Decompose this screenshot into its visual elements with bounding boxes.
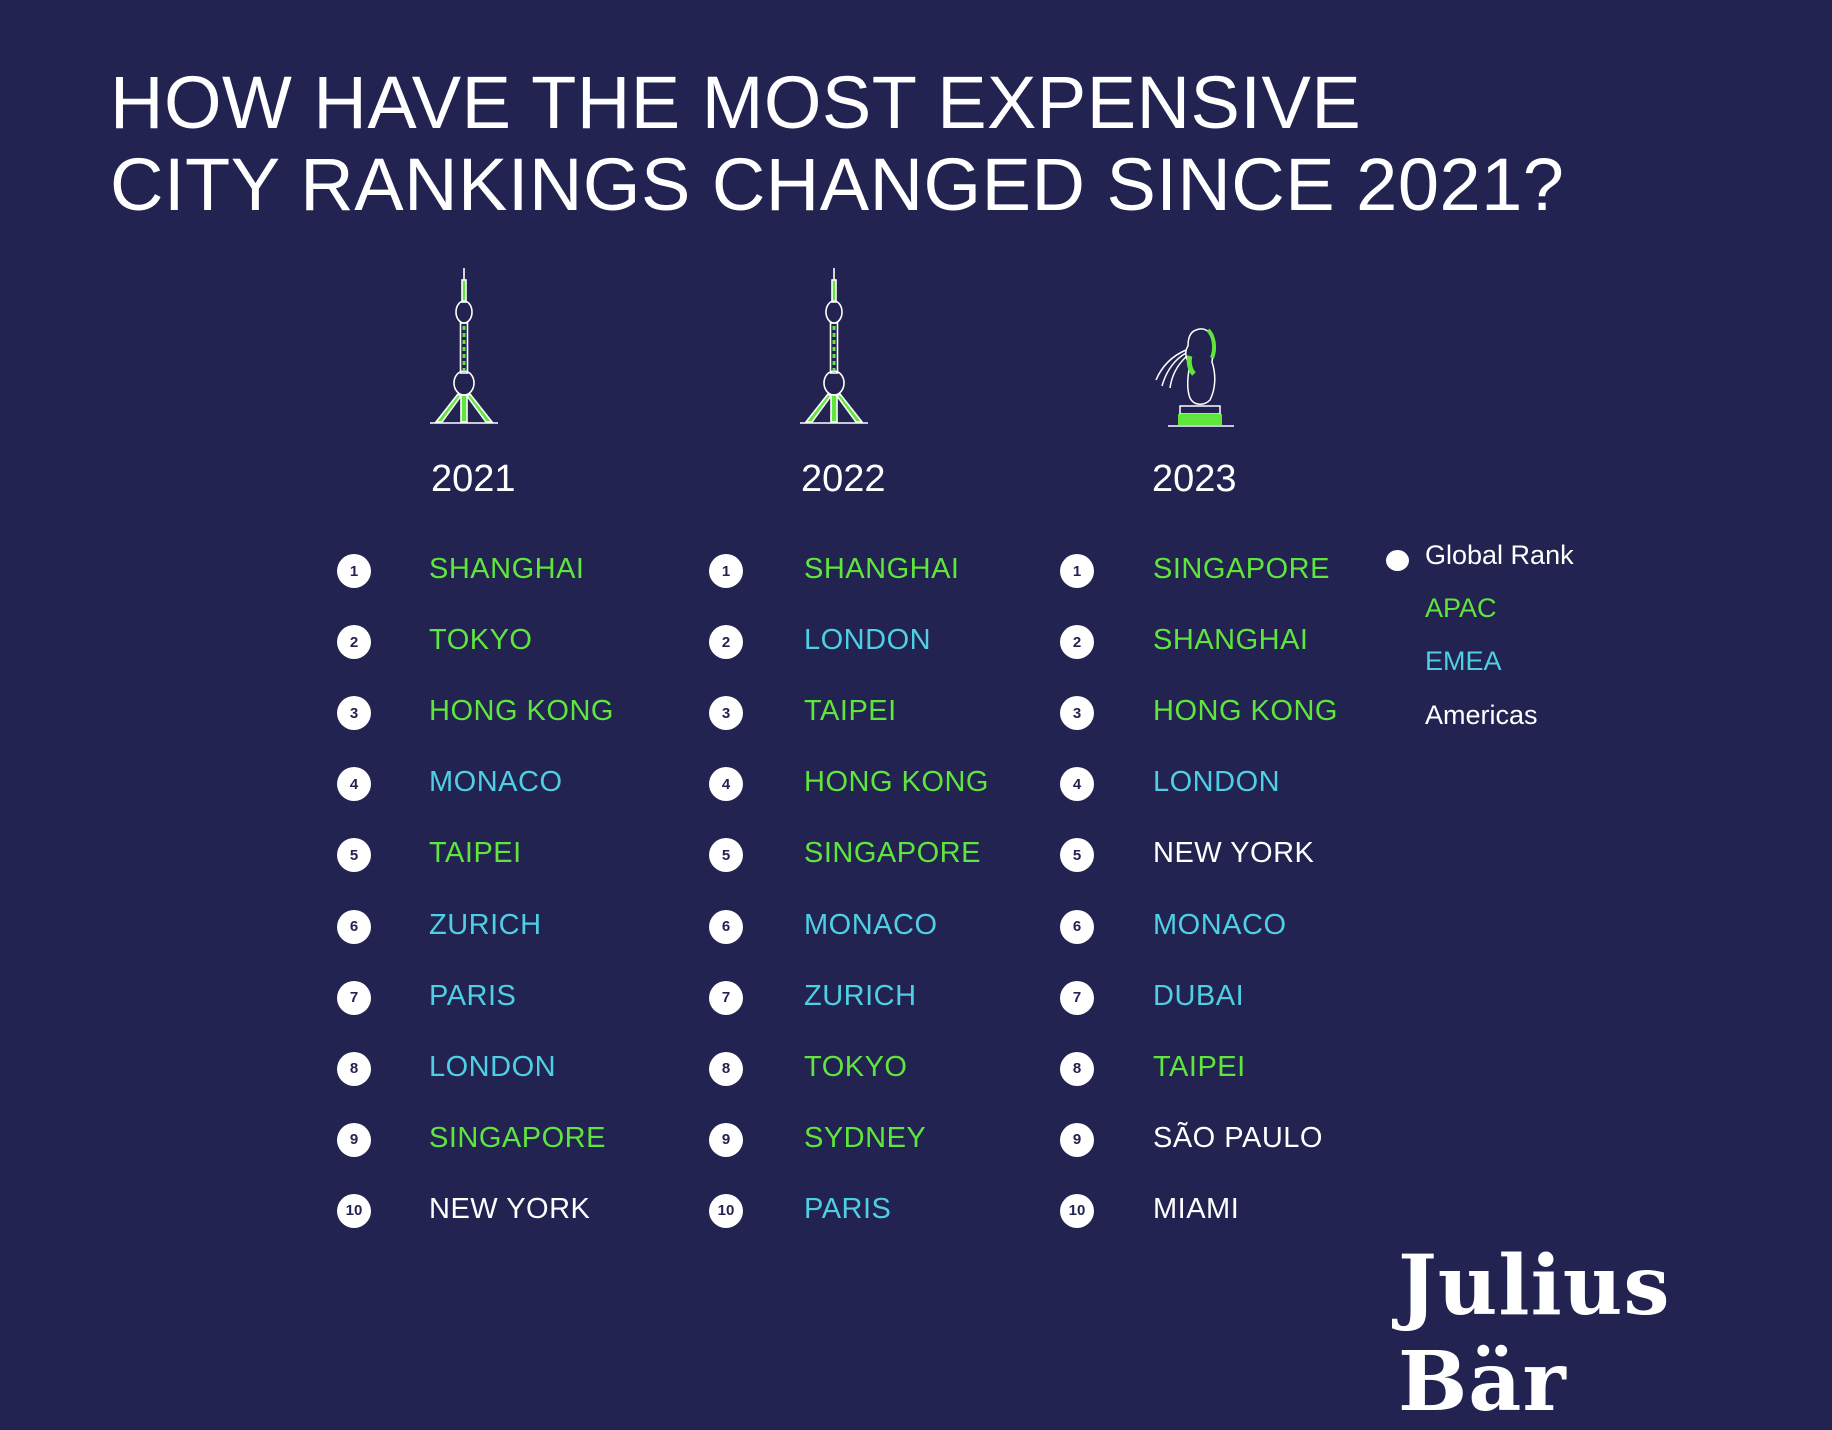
rank-badge: 8 [709,1051,743,1086]
rank-badge: 9 [709,1122,743,1157]
rank-badge: 4 [1060,767,1094,802]
city-name: LONDON [804,624,932,657]
city-name: NEW YORK [1153,837,1315,870]
page-title: HOW HAVE THE MOST EXPENSIVE CITY RANKING… [110,62,1564,226]
legend-americas: Americas [1425,700,1538,730]
city-name: MONACO [804,908,938,941]
city-name: HONG KONG [1153,695,1338,728]
oriental-pearl-tower-icon [430,268,498,424]
city-name: MIAMI [1153,1192,1240,1225]
julius-baer-logo: Julius Bär [1398,1238,1671,1430]
city-name: MONACO [429,766,563,799]
rank-badge: 10 [1060,1193,1094,1228]
rank-badge: 2 [709,625,743,660]
year-2023-label: 2023 [1152,458,1237,500]
oriental-pearl-tower-icon [800,268,868,424]
rank-badge: 9 [337,1122,371,1157]
rank-badge: 4 [337,767,371,802]
rank-badge: 1 [337,554,371,588]
city-name: SYDNEY [804,1121,927,1154]
rank-badge: 2 [337,625,371,660]
global-rank-dot-icon [1386,550,1409,571]
city-name: PARIS [804,1192,892,1225]
rank-badge: 10 [709,1193,743,1228]
city-name: TOKYO [804,1050,908,1083]
rank-badge: 3 [1060,696,1094,731]
city-name: HONG KONG [429,695,614,728]
rank-badge: 8 [1060,1051,1094,1086]
rank-badge: 6 [1060,909,1094,944]
city-name: TAIPEI [804,695,897,728]
year-2022-label: 2022 [801,458,886,500]
city-name: HONG KONG [804,766,989,799]
city-name: TOKYO [429,624,533,657]
city-name: LONDON [429,1050,557,1083]
rank-badge: 10 [337,1193,371,1228]
rank-badge: 6 [709,909,743,944]
city-name: SÃO PAULO [1153,1121,1323,1154]
rank-badge: 3 [709,696,743,731]
city-name: SINGAPORE [429,1121,606,1154]
rank-badge: 1 [709,554,743,588]
legend-apac: APAC [1425,593,1497,623]
rank-badge: 9 [1060,1122,1094,1157]
rank-badge: 5 [337,838,371,873]
rank-badge: 7 [709,980,743,1015]
city-name: TAIPEI [429,837,522,870]
city-name: LONDON [1153,766,1281,799]
rank-badge: 2 [1060,625,1094,660]
city-name: ZURICH [429,908,542,941]
city-name: SINGAPORE [804,837,981,870]
merlion-icon [1155,328,1234,427]
rank-badge: 5 [709,838,743,873]
legend-global-rank: Global Rank [1425,540,1574,570]
legend-emea: EMEA [1425,646,1502,676]
title-line-2: CITY RANKINGS CHANGED SINCE 2021? [110,143,1565,226]
city-name: SINGAPORE [1153,553,1330,585]
rank-badge: 7 [1060,980,1094,1015]
rank-badge: 1 [1060,554,1094,588]
city-name: SHANGHAI [1153,624,1309,657]
city-name: TAIPEI [1153,1050,1246,1083]
city-name: ZURICH [804,979,917,1012]
city-name: NEW YORK [429,1192,591,1225]
city-name: MONACO [1153,908,1287,941]
city-name: DUBAI [1153,979,1245,1012]
year-2021-label: 2021 [431,458,516,500]
city-name: PARIS [429,979,517,1012]
rank-badge: 8 [337,1051,371,1086]
title-line-1: HOW HAVE THE MOST EXPENSIVE [110,61,1362,144]
rank-badge: 6 [337,909,371,944]
rank-badge: 4 [709,767,743,802]
rank-badge: 3 [337,696,371,731]
rank-badge: 7 [337,980,371,1015]
rank-badge: 5 [1060,838,1094,873]
city-name: SHANGHAI [804,553,960,585]
city-name: SHANGHAI [429,553,585,585]
